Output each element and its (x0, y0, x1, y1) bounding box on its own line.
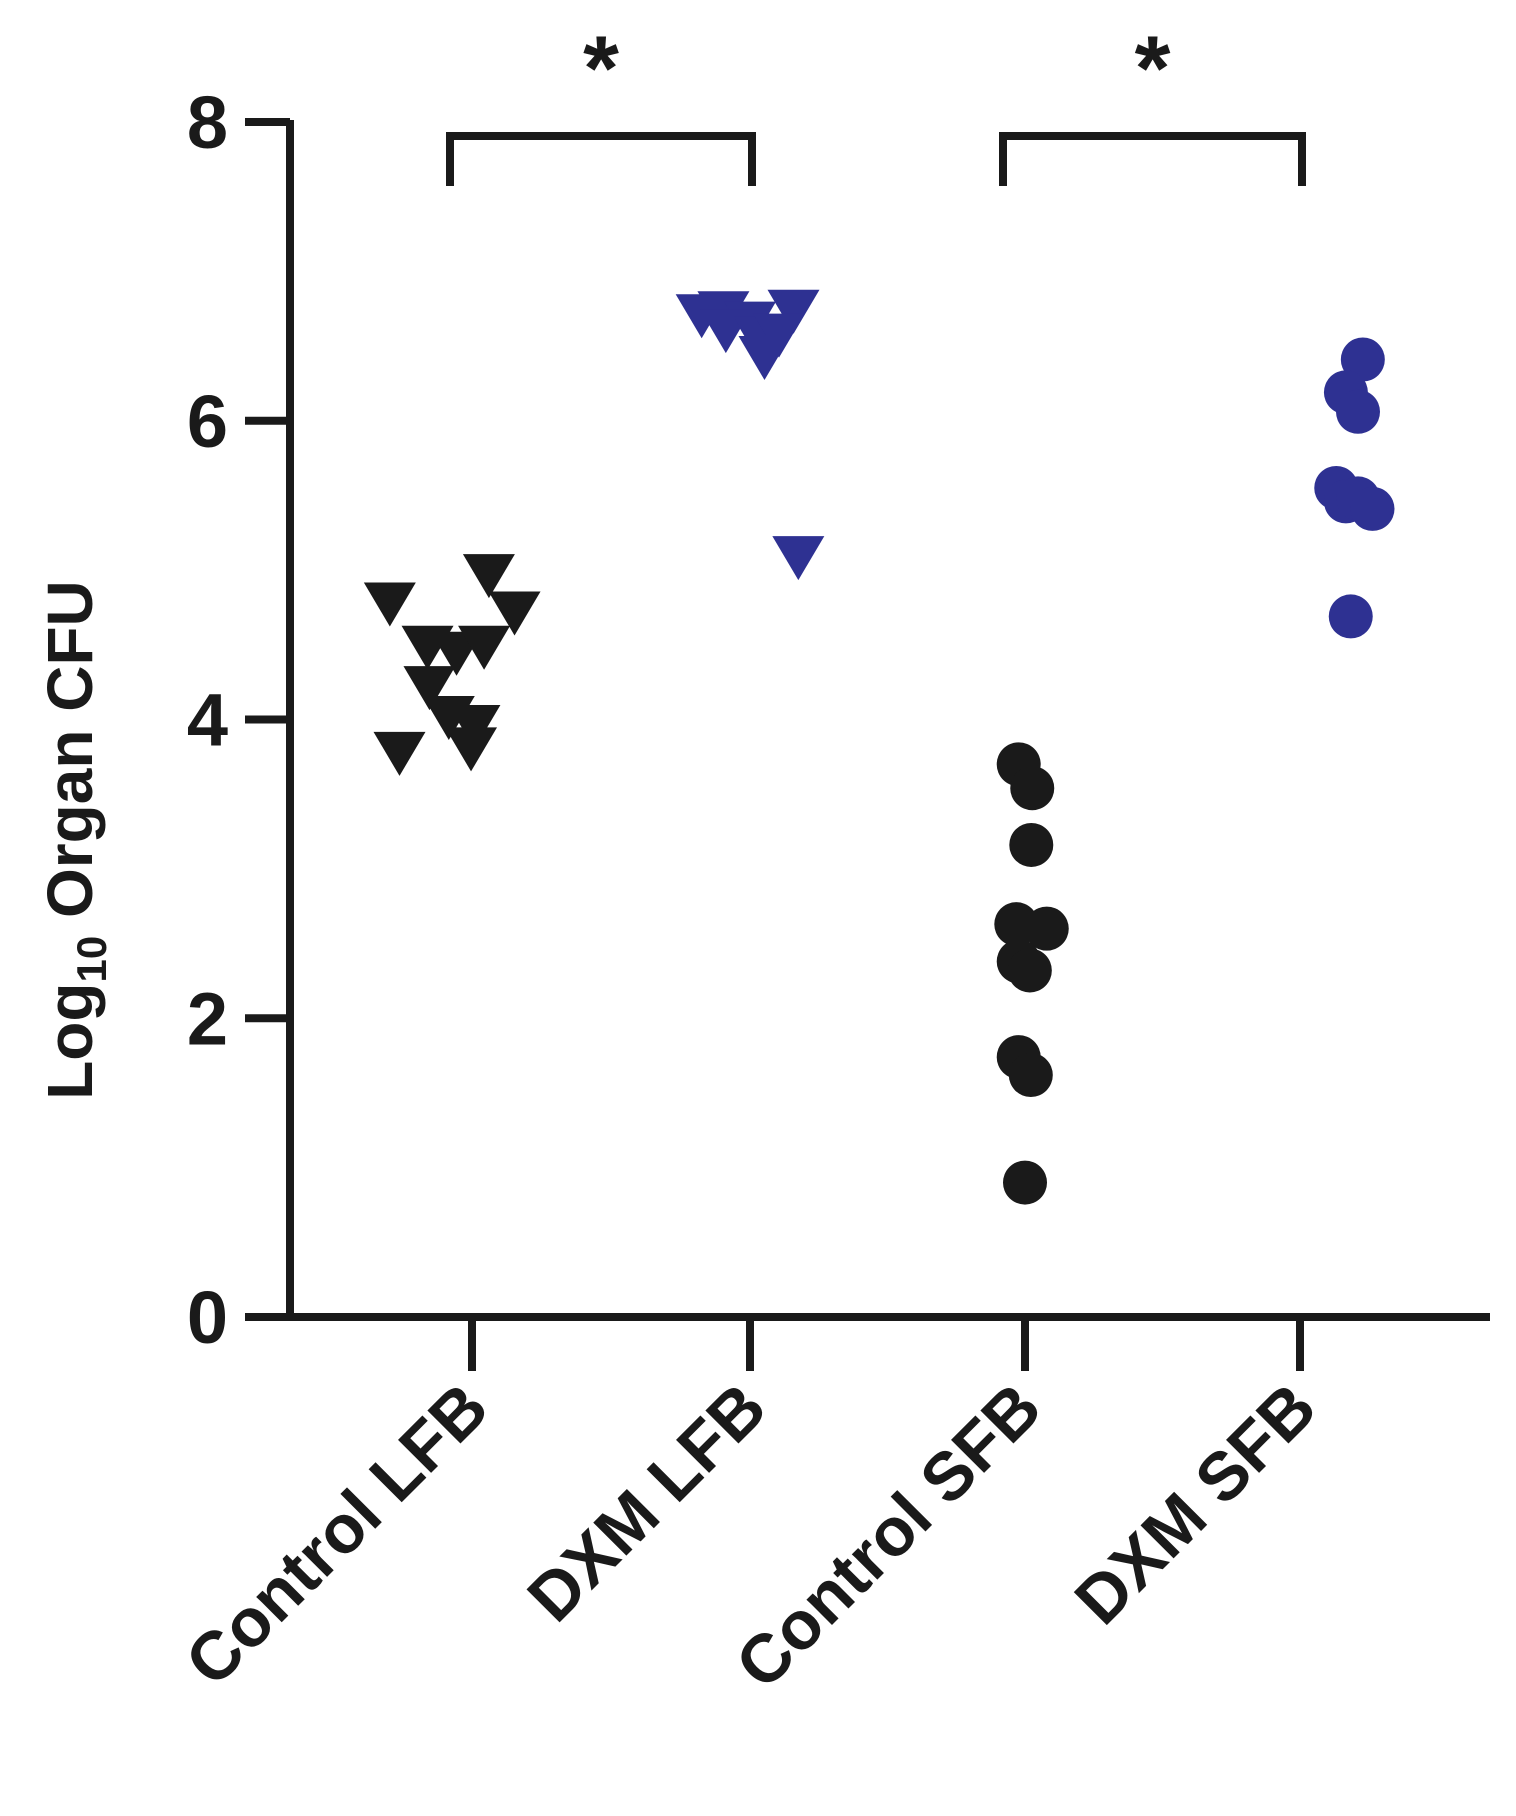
y-axis-label-base: Log (34, 983, 106, 1100)
data-point-triangle (373, 731, 426, 776)
y-tick-label: 8 (187, 81, 228, 164)
data-point-circle (1008, 1053, 1053, 1098)
y-axis-label-subscript: 10 (68, 936, 115, 983)
data-point-triangle (772, 536, 825, 581)
y-tick-label: 2 (187, 977, 228, 1060)
y-tick-label: 0 (187, 1276, 228, 1359)
y-tick-label: 4 (187, 679, 228, 762)
data-point-circle (1350, 486, 1395, 531)
data-point-triangle (448, 704, 501, 749)
x-tick-label: DXM SFB (1060, 1369, 1330, 1639)
data-point-triangle (403, 666, 456, 711)
data-points (363, 289, 1395, 1205)
x-tick-label: Control LFB (171, 1369, 502, 1700)
x-tick-label: DXM LFB (513, 1369, 780, 1636)
data-point-circle (1003, 1160, 1047, 1205)
data-point-triangle (767, 289, 820, 334)
data-point-circle (1328, 594, 1373, 639)
data-point-circle (1340, 337, 1385, 382)
data-point-triangle (458, 625, 511, 670)
data-point-triangle (445, 727, 498, 772)
y-axis-ticks: 0 2 4 6 8 (187, 81, 290, 1359)
significance-label: * (1135, 18, 1171, 120)
data-point-triangle (488, 591, 541, 636)
data-point-triangle (738, 336, 791, 381)
data-point-circle (1024, 906, 1069, 951)
data-point-circle (1010, 766, 1055, 811)
significance-brackets: * * (446, 18, 1306, 186)
y-tick-label: 6 (187, 380, 228, 463)
significance-label: * (583, 18, 619, 120)
significance-bracket (999, 132, 1306, 186)
y-axis-label: Log10 Organ CFU (34, 580, 115, 1100)
data-point-triangle (462, 554, 515, 599)
data-point-circle (1007, 948, 1052, 993)
data-point-circle (1336, 389, 1380, 434)
data-point-triangle (753, 313, 805, 358)
y-axis-label-rest: Organ CFU (34, 580, 106, 936)
data-point-circle (1009, 822, 1054, 867)
chart-axes (245, 120, 1490, 1321)
data-point-triangle (363, 582, 416, 627)
significance-bracket (446, 132, 756, 186)
